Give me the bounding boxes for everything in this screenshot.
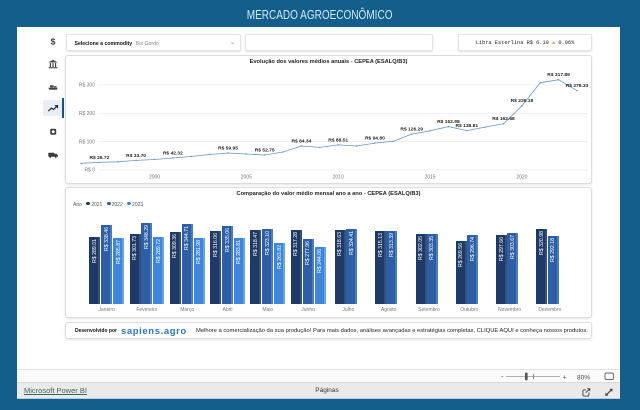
svg-text:R$ 317.89: R$ 317.89 xyxy=(547,72,570,78)
svg-text:R$ 94.80: R$ 94.80 xyxy=(365,136,385,142)
svg-text:R$ 52.75: R$ 52.75 xyxy=(255,147,275,153)
svg-text:2005: 2005 xyxy=(241,175,252,181)
svg-text:-: - xyxy=(501,372,504,381)
svg-text:$: $ xyxy=(51,37,56,47)
svg-text:R$ 138.81: R$ 138.81 xyxy=(456,123,479,129)
svg-text:R$ 162.68: R$ 162.68 xyxy=(492,116,515,122)
svg-text:2000: 2000 xyxy=(149,175,160,181)
svg-text:R$ 84.34: R$ 84.34 xyxy=(291,138,311,144)
svg-text:2010: 2010 xyxy=(333,175,344,181)
svg-text:R$ 226.18: R$ 226.18 xyxy=(511,98,534,104)
svg-text:+: + xyxy=(563,375,567,382)
svg-text:R$ 88.51: R$ 88.51 xyxy=(328,137,348,143)
svg-text:R$ 59.95: R$ 59.95 xyxy=(218,145,238,151)
svg-text:R$ 279.33: R$ 279.33 xyxy=(566,83,589,89)
svg-text:80%: 80% xyxy=(577,375,590,382)
svg-text:R$ 33.70: R$ 33.70 xyxy=(126,153,146,159)
svg-text:R$ 42.32: R$ 42.32 xyxy=(163,150,183,156)
svg-text:R$ 300: R$ 300 xyxy=(79,83,95,89)
svg-text:2015: 2015 xyxy=(424,175,435,181)
svg-text:2020: 2020 xyxy=(516,175,527,181)
svg-text:R$ 126.29: R$ 126.29 xyxy=(400,127,423,133)
svg-text:R$ 200: R$ 200 xyxy=(79,111,95,117)
svg-text:R$ 26.72: R$ 26.72 xyxy=(89,155,109,161)
svg-text:R$ 152.98: R$ 152.98 xyxy=(437,119,460,125)
svg-text:R$ 0: R$ 0 xyxy=(84,168,95,174)
svg-text:R$ 100: R$ 100 xyxy=(79,139,95,145)
